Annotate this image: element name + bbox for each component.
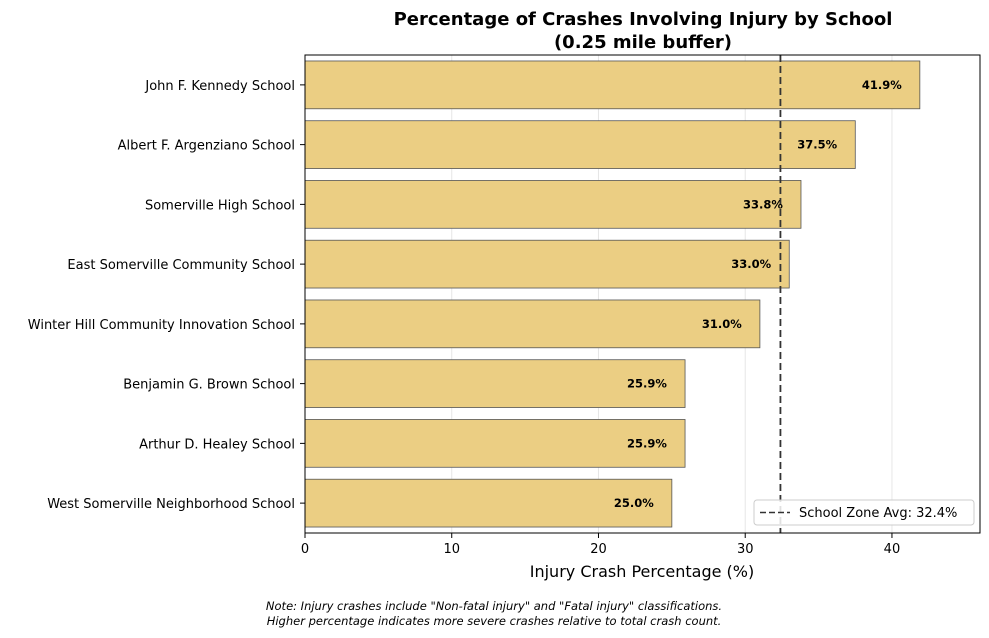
legend: School Zone Avg: 32.4% xyxy=(753,499,975,526)
category-labels: John F. Kennedy School Albert F. Argenzia… xyxy=(28,79,305,512)
data-label-1: 37.5% xyxy=(797,138,837,152)
data-label-4: 31.0% xyxy=(702,317,742,331)
category-label-1: Albert F. Argenziano School xyxy=(118,139,295,154)
data-label-0: 41.9% xyxy=(862,78,902,92)
legend-box xyxy=(753,499,975,526)
category-label-2: Somerville High School xyxy=(145,198,295,213)
bars xyxy=(304,60,921,528)
x-tick-label-30: 30 xyxy=(737,542,754,557)
x-tick-label-40: 40 xyxy=(884,542,901,557)
category-label-7: West Somerville Neighborhood School xyxy=(47,497,295,512)
x-tick-label-0: 0 xyxy=(301,542,309,557)
bar-2 xyxy=(304,180,802,229)
category-label-6: Arthur D. Healey School xyxy=(139,437,295,452)
bar-5 xyxy=(304,359,686,408)
footnote-line-2: Higher percentage indicates more severe … xyxy=(267,614,722,628)
category-label-0: John F. Kennedy School xyxy=(144,79,295,94)
bar-4 xyxy=(304,299,761,349)
chart-title-line-2: (0.25 mile buffer) xyxy=(554,32,732,53)
category-label-5: Benjamin G. Brown School xyxy=(123,378,295,393)
data-label-7: 25.0% xyxy=(614,496,654,510)
data-label-3: 33.0% xyxy=(731,257,771,271)
chart-title-line-1: Percentage of Crashes Involving Injury b… xyxy=(394,9,893,30)
plot-frame xyxy=(304,54,981,534)
bar-7 xyxy=(304,478,673,528)
x-axis-label: Injury Crash Percentage (%) xyxy=(530,562,754,581)
data-label-6: 25.9% xyxy=(627,436,667,450)
bar-6 xyxy=(304,419,686,468)
data-labels: 41.9% 37.5% 33.8% 33.0% 31.0% 25.9% 25.9% 25.0% xyxy=(614,78,902,510)
x-axis-ticks: 0 10 20 30 40 xyxy=(301,533,900,557)
footnote-line-1: Note: Injury crashes include "Non-fatal … xyxy=(266,599,722,613)
data-label-5: 25.9% xyxy=(627,377,667,391)
x-tick-label-10: 10 xyxy=(443,542,460,557)
x-tick-label-20: 20 xyxy=(590,542,607,557)
bar-0 xyxy=(304,60,921,110)
bar-1 xyxy=(304,120,856,169)
category-label-4: Winter Hill Community Innovation School xyxy=(28,318,295,333)
bar-3 xyxy=(304,239,790,289)
legend-label: School Zone Avg: 32.4% xyxy=(799,506,957,521)
data-label-2: 33.8% xyxy=(743,197,783,211)
category-label-3: East Somerville Community School xyxy=(67,258,295,273)
